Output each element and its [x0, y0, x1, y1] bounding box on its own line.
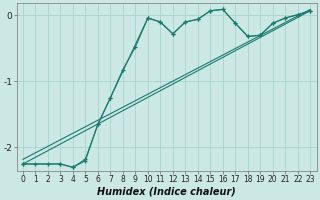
X-axis label: Humidex (Indice chaleur): Humidex (Indice chaleur) — [97, 187, 236, 197]
